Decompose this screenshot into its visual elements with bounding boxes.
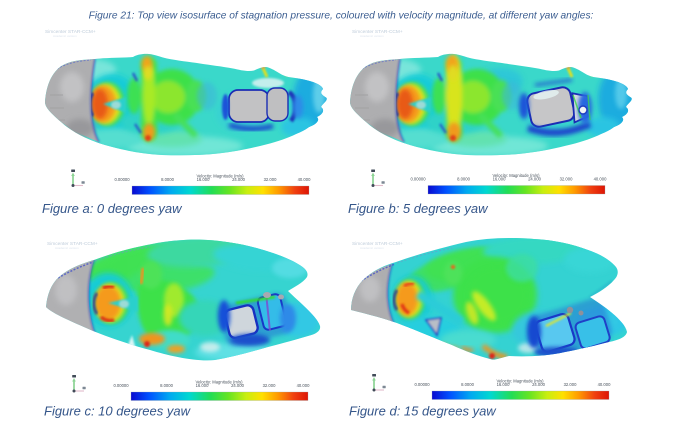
svg-text:Figure 21: Top view isosurface: Figure 21: Top view isosurface of stagna… xyxy=(89,11,594,22)
svg-text:Figure d: 15 degrees yaw: Figure d: 15 degrees yaw xyxy=(349,404,497,419)
svg-text:Figure a: 0 degrees yaw: Figure a: 0 degrees yaw xyxy=(42,201,183,216)
svg-text:Figure c: 10 degrees yaw: Figure c: 10 degrees yaw xyxy=(44,404,192,419)
svg-text:Figure b: 5 degrees yaw: Figure b: 5 degrees yaw xyxy=(348,201,489,216)
